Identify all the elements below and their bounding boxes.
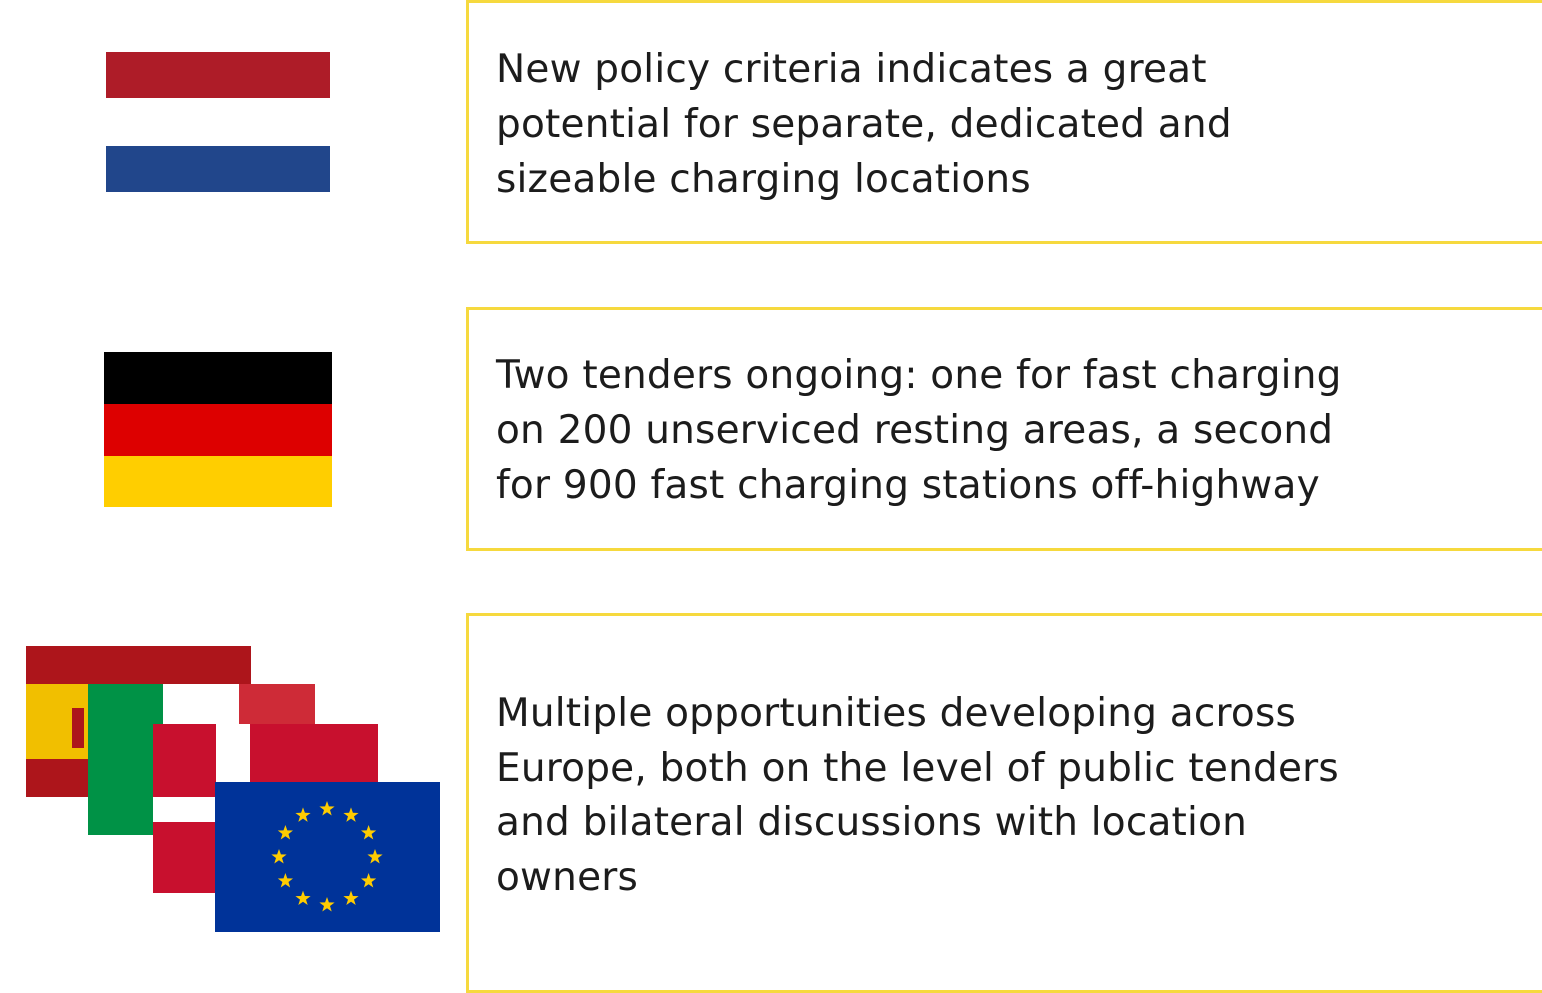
text-line: Two tenders ongoing: one for fast chargi… (496, 353, 1342, 398)
eu-star (277, 873, 293, 888)
eu-star (277, 825, 293, 840)
text-line: Europe, both on the level of public tend… (496, 746, 1339, 791)
flags (26, 52, 440, 932)
text-line: New policy criteria indicates a great (496, 47, 1207, 92)
text-line: Multiple opportunities developing across (496, 691, 1296, 736)
flag-germany (104, 352, 332, 507)
eu-star (295, 890, 311, 905)
eu-star (319, 897, 335, 912)
eu-star (343, 890, 359, 905)
text-line: on 200 unserviced resting areas, a secon… (496, 408, 1334, 453)
text-line: potential for separate, dedicated and (496, 102, 1232, 147)
flag-netherlands (106, 52, 330, 192)
eu-star (367, 849, 383, 864)
eu-star (361, 825, 377, 840)
page: New policy criteria indicates a great po… (26, 0, 1542, 993)
text-line: owners (496, 855, 639, 900)
text-line: sizeable charging locations (496, 157, 1031, 202)
eu-star (295, 807, 311, 822)
text-line: for 900 fast charging stations off-highw… (496, 463, 1320, 508)
eu-star (271, 849, 287, 864)
text-box (466, 0, 1542, 244)
eu-star (361, 873, 377, 888)
eu-star (319, 801, 335, 816)
eu-star (343, 807, 359, 822)
text-line: and bilateral discussions with location (496, 800, 1248, 845)
text-box (466, 307, 1542, 551)
flag-cluster (26, 646, 440, 932)
